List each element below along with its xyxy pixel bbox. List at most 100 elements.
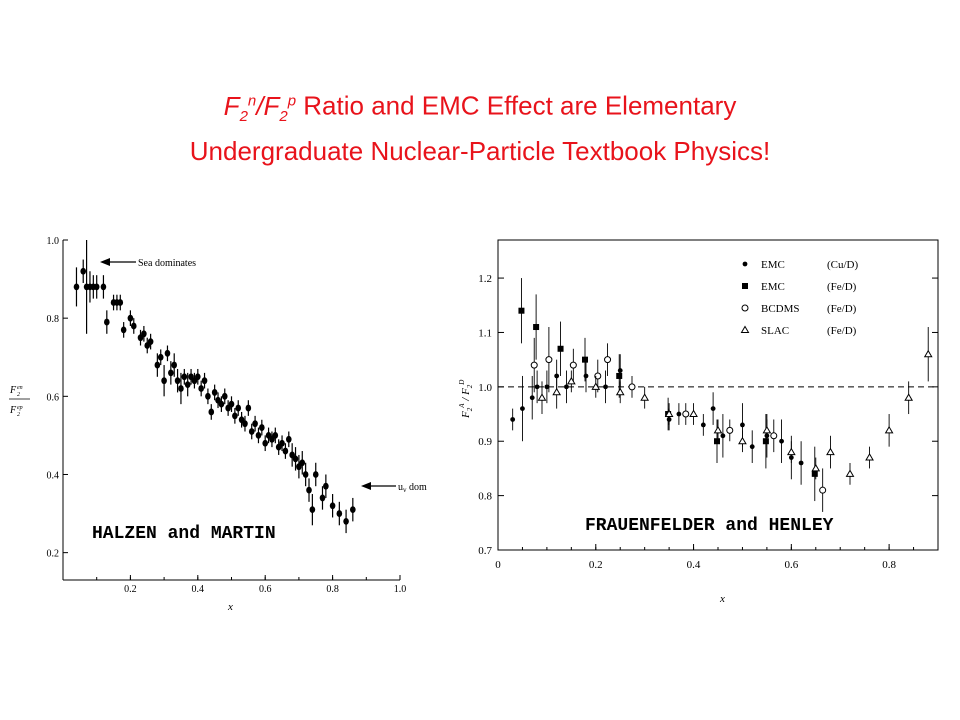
chart-left-data-point: [309, 506, 316, 514]
chart-right-data-point-circle: [604, 356, 612, 364]
chart-right-data-point-triangle: [591, 382, 601, 390]
chart-right-data-point-dot: [720, 433, 726, 439]
chart-left-data-point: [292, 455, 299, 463]
chart-right-points: [510, 278, 933, 512]
chart-left-axes: 0.2 0.4 0.6 0.8 1.0 0.2 0.4 0.6 0.8 1.0: [47, 236, 407, 595]
chart-left-data-point: [255, 432, 262, 439]
chart-right-data-point-square: [518, 307, 525, 314]
chart-right-data-point-circle: [594, 372, 602, 380]
chart-left-data-point: [127, 314, 134, 322]
chart-right-data-point-dot: [700, 422, 706, 428]
chart-right-data-point-square: [557, 345, 564, 352]
chart-right-source-label: FRAUENFELDER and HENLEY: [585, 516, 834, 536]
legend-label: EMC: [761, 281, 785, 293]
chart-right-data-point-dot: [544, 384, 550, 390]
chart-left-data-point: [178, 385, 184, 392]
chart-left-data-point: [262, 439, 269, 447]
chart-left-data-point: [336, 510, 343, 517]
chart-right-data-point-triangle: [566, 376, 576, 385]
chart-left-x-tick-label: 0.2: [124, 584, 137, 595]
chart-right-data-point-circle: [628, 383, 636, 391]
chart-right-x-tick-label: 0.8: [882, 559, 896, 571]
chart-left-data-point: [201, 377, 208, 385]
chart-left-data-point: [93, 283, 100, 291]
chart-right-data-point-triangle: [884, 425, 894, 434]
svg-text:F2A / F2D: F2A / F2D: [458, 380, 474, 419]
chart-right-data-point-circle: [682, 410, 690, 418]
svg-text:ep: ep: [17, 405, 23, 411]
chart-right-y-tick-label: 0.9: [478, 436, 492, 448]
chart-right-data-point-dot: [779, 438, 784, 444]
chart-left-data-point: [154, 361, 161, 369]
chart-left-data-point: [218, 400, 225, 408]
chart-right-data-point-triangle: [904, 393, 914, 401]
legend-label: SLAC: [761, 325, 789, 337]
chart-right-data-point-circle: [569, 361, 577, 369]
chart-left-data-point: [100, 283, 107, 291]
chart-left-data-point: [232, 412, 238, 420]
chart-left-data-point: [141, 330, 147, 338]
chart-left-data-point: [147, 338, 154, 346]
chart-left-data-point: [319, 494, 326, 502]
chart-left-data-point: [252, 420, 258, 428]
frauenfelder-henley-chart: 0 0.2 0.4 0.6 0.8 0.7 0.8 0.9 1.0 1.1 1.2 EMC (Cu/D…: [458, 239, 939, 605]
chart-left-xlabel: x: [227, 601, 233, 613]
chart-right-x-tick-label: 0.4: [687, 559, 701, 571]
chart-right-data-point-triangle: [537, 393, 547, 401]
svg-text:F: F: [9, 385, 17, 396]
chart-right-data-point-dot: [676, 411, 682, 417]
chart-left-y-tick-label: 0.6: [47, 392, 60, 403]
chart-left-data-point: [329, 502, 336, 510]
chart-left-data-point: [174, 377, 181, 385]
legend-target: (Cu/D): [827, 259, 859, 271]
chart-left-points: [73, 240, 356, 534]
chart-left-data-point: [242, 420, 248, 428]
chart-left-data-point: [120, 326, 127, 334]
chart-right-x-tick-label: 0.6: [784, 559, 798, 571]
chart-right-data-point-square: [616, 372, 623, 379]
chart-right-data-point-triangle: [689, 409, 698, 418]
chart-left-data-point: [205, 392, 211, 400]
chart-left-data-point: [195, 373, 201, 381]
chart-left-data-point: [323, 482, 329, 490]
chart-left-source-label: HALZEN and MARTIN: [92, 524, 276, 544]
svg-text:2: 2: [17, 392, 20, 398]
chart-right-data-point-dot: [740, 422, 745, 428]
chart-right-data-point-triangle: [811, 463, 821, 472]
chart-right-data-point-triangle: [845, 469, 855, 477]
chart-right-x-tick-label: 0: [495, 559, 501, 571]
chart-left-data-point: [248, 428, 255, 435]
chart-left-x-tick-label: 1.0: [394, 584, 407, 595]
chart-right-y-tick-label: 1.0: [478, 382, 492, 394]
chart-right-data-point-dot: [520, 406, 525, 411]
halzen-martin-chart: 0.2 0.4 0.6 0.8 1.0 0.2 0.4 0.6 0.8 1.0 HALZEN an…: [9, 230, 440, 615]
chart-left-data-point: [312, 471, 319, 478]
chart-right-x-tick-label: 0.2: [589, 559, 603, 571]
chart-right-data-point-circle: [770, 432, 778, 440]
legend-target: (Fe/D): [827, 303, 857, 315]
chart-left-data-point: [198, 385, 204, 392]
chart-right-data-point-triangle: [786, 447, 796, 456]
chart-right-data-point-dot: [749, 444, 755, 450]
svg-text:uv dom: uv dom: [398, 482, 427, 494]
chart-left-data-point: [184, 381, 191, 388]
chart-left-x-tick-label: 0.6: [259, 584, 272, 595]
chart-right-data-point-dot: [617, 368, 623, 373]
chart-left-data-point: [228, 400, 235, 408]
chart-right-data-point-dot: [564, 384, 569, 390]
chart-left-data-point: [157, 353, 164, 361]
chart-left-data-point: [168, 369, 174, 377]
chart-right-y-tick-label: 0.7: [478, 545, 492, 557]
svg-text:en: en: [17, 385, 23, 391]
chart-right-y-tick-label: 1.2: [478, 273, 492, 285]
chart-right-data-point-circle: [530, 361, 538, 369]
chart-left-data-point: [235, 404, 242, 412]
chart-right-data-point-triangle: [738, 436, 747, 445]
chart-right-data-point-square: [714, 438, 720, 445]
chart-right-data-point-triangle: [923, 349, 933, 358]
chart-right-data-point-square: [582, 356, 588, 363]
chart-right-data-point-dot: [798, 460, 804, 466]
chart-left-data-point: [299, 459, 306, 467]
chart-left-data-point: [285, 435, 292, 443]
chart-left-ylabel: F 2 en F 2 ep: [9, 385, 30, 418]
